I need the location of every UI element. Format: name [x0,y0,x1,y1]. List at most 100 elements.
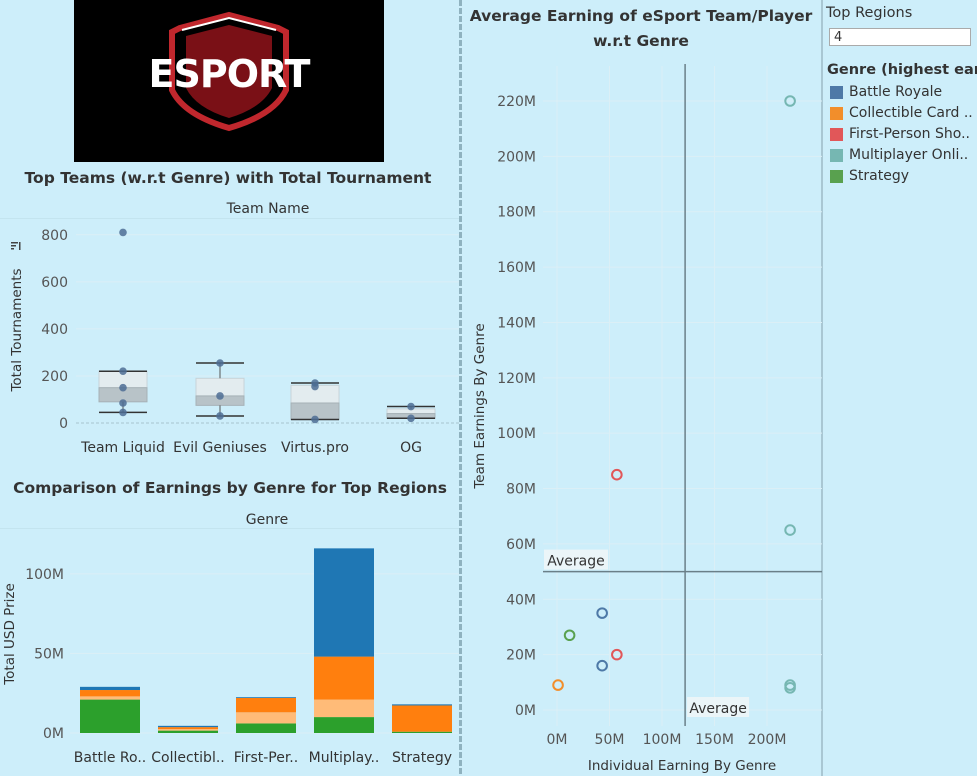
box-plot[interactable] [386,402,436,423]
box-chart: 0 200 400 600 800 Team Liquid Evil Geniuses Vi… [0,218,460,456]
box-ytick-label: 600 [41,275,68,291]
bar-segment[interactable] [158,729,218,731]
bar-segment[interactable] [80,690,140,697]
scatter-ytick-label: 200M [497,149,536,165]
scatter-point[interactable] [611,648,623,661]
legend-label: Battle Royale [849,84,943,100]
box-data-point[interactable] [119,383,127,392]
scatter-xtick-label: 100M [643,732,682,748]
scatter-chart: 0M 20M 40M 60M 80M 100M 120M 140M 160M 180M 200M 22… [472,64,822,774]
scatter-xtick-label: 0M [547,732,568,748]
legend-item[interactable]: Collectible Card .. [830,104,973,122]
scatter-title-line2: w.r.t Genre [593,32,689,50]
bar-segment[interactable] [158,727,218,730]
legend-swatch [830,85,843,99]
legend-swatch [830,148,843,162]
scatter-title-line1: Average Earning of eSport Team/Player [469,7,813,25]
bar-segment[interactable] [314,548,374,657]
bar-segment[interactable] [80,696,140,700]
genre-category-label: Collectibl.. [151,750,225,766]
scatter-ytick-label: 220M [497,94,536,110]
scatter-point[interactable] [596,659,608,672]
bar-segment[interactable] [236,697,296,698]
legend-label: Collectible Card .. [849,105,973,121]
box-data-point[interactable] [216,412,224,420]
legend-item[interactable]: Strategy [830,167,909,185]
box-ytick-label: 200 [41,369,68,385]
box-plot[interactable] [98,228,148,417]
sidebar-divider [821,0,823,776]
genre-category-label: Battle Ro.. [74,750,146,766]
esport-logo: ESPORT [74,0,384,162]
scatter-point[interactable] [563,629,576,642]
legend-swatch [830,106,843,120]
legend-swatch [830,127,843,141]
scatter-xtick-label: 50M [595,732,625,748]
scatter-point[interactable] [596,607,608,619]
box-data-point[interactable] [311,382,319,391]
scatter-point[interactable] [784,682,796,694]
scatter-xlabel: Individual Earning By Genre [588,758,776,774]
legend-item[interactable]: Battle Royale [830,83,942,101]
box-data-point[interactable] [216,359,224,367]
bar-ytick-label: 100M [25,567,64,583]
bar-ytick-label: 50M [34,646,64,662]
scatter-point[interactable] [552,679,564,691]
legend-label: Strategy [849,168,909,184]
shield-icon [169,11,289,132]
box-ytick-label: 0 [59,416,68,432]
bar-segment[interactable] [236,723,296,733]
bar-segment[interactable] [392,731,452,733]
legend-item[interactable]: Multiplayer Onli.. [830,146,968,164]
box-data-point[interactable] [407,402,415,411]
box-data-point[interactable] [216,392,224,400]
scatter-point[interactable] [784,95,796,107]
bar-segment[interactable] [392,704,452,706]
genre-category-label: Strategy [392,750,452,766]
bar-segment[interactable] [314,699,374,718]
box-data-point[interactable] [119,399,127,407]
bar-segment[interactable] [236,712,296,724]
scatter-ytick-label: 140M [497,315,536,331]
bar-chart: 0M 50M 100M Battle Ro.. Collectibl.. First-P… [0,528,460,766]
bar-segment[interactable] [158,725,218,728]
bar-segment[interactable] [314,656,374,700]
box-data-point[interactable] [119,228,127,237]
genre-category-label: First-Per.. [234,750,298,766]
scatter-ylabel: Team Earnings By Genre [472,323,488,489]
box-data-point[interactable] [407,414,415,423]
scatter-ytick-label: 60M [506,537,536,553]
box-ytick-label: 400 [41,322,68,338]
bar-ytick-label: 0M [43,726,64,742]
top-regions-input[interactable]: 4 [829,28,971,46]
team-name-label: Virtus.pro [281,440,349,456]
scatter-point[interactable] [784,524,796,536]
box-data-point[interactable] [119,408,127,417]
box-data-point[interactable] [311,415,319,424]
bar-segment[interactable] [236,697,296,713]
box-plot[interactable] [195,359,245,420]
bar-segment[interactable] [80,686,140,691]
scatter-point[interactable] [611,468,623,481]
box-ytick-label: 800 [41,228,68,244]
legend-label: First-Person Sho.. [849,126,970,142]
bar-chart-title: Comparison of Earnings by Genre for Top … [13,479,447,497]
legend-title: Genre (highest earn.. [827,62,977,78]
bar-segment[interactable] [392,705,452,732]
bar-segment[interactable] [80,699,140,733]
bar-segment[interactable] [158,730,218,733]
genre-category-label: Multiplay.. [309,750,380,766]
logo-text: ESPORT [148,52,311,96]
scatter-ytick-label: 40M [506,592,536,608]
team-name-label: OG [400,440,422,456]
sort-descending-icon[interactable] [11,242,21,250]
scatter-ytick-label: 80M [506,482,536,498]
legend-item[interactable]: First-Person Sho.. [830,125,970,143]
box-data-point[interactable] [119,367,127,376]
box-plot[interactable] [290,379,340,424]
box-chart-ylabel: Total Tournaments [9,268,25,392]
bar-segment[interactable] [314,717,374,733]
scatter-xtick-label: 150M [695,732,734,748]
scatter-ytick-label: 160M [497,260,536,276]
legend-label: Multiplayer Onli.. [849,147,969,163]
